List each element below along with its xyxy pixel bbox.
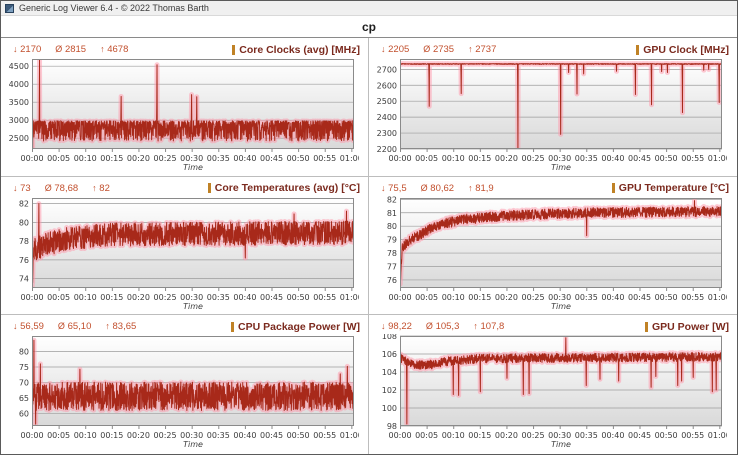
stat-min: ↓ 2170 <box>13 44 42 55</box>
average-icon: Ø <box>423 44 431 54</box>
series-marker-icon <box>644 321 648 332</box>
arrow-down-icon: ↓ <box>13 44 18 54</box>
average-icon: Ø <box>420 182 428 193</box>
cpu-package-power-plot[interactable] <box>5 334 359 451</box>
page-title: cp <box>361 19 376 34</box>
gpu-temp-plot[interactable] <box>373 195 727 312</box>
series-marker-icon <box>207 183 211 194</box>
stat-min: ↓ 73 <box>13 182 31 194</box>
chart-title: Core Temperatures (avg) [°C] <box>207 182 360 194</box>
stat-avg: Ø 78,68 <box>44 182 79 194</box>
arrow-up-icon: ↑ <box>105 321 110 332</box>
window-title: Generic Log Viewer 6.4 - © 2022 Thomas B… <box>19 3 209 13</box>
stat-max: ↑ 2737 <box>468 44 497 55</box>
series-marker-icon <box>611 183 615 194</box>
stats: ↓ 2205 Ø 2735 ↑ 2737 <box>381 44 496 55</box>
average-icon: Ø <box>57 321 65 332</box>
gpu-clock-plot[interactable] <box>373 57 727 173</box>
panel-head: ↓ 56,59 Ø 65,10 ↑ 83,65 CPU Package Powe… <box>5 317 362 334</box>
gpu-power-plot[interactable] <box>373 334 727 451</box>
panel-head: ↓ 73 Ø 78,68 ↑ 82 Core Temperatures (avg… <box>5 179 362 196</box>
stat-min: ↓ 75,5 <box>381 182 407 194</box>
app-icon <box>5 3 14 13</box>
stat-avg: Ø 2815 <box>55 44 87 55</box>
average-icon: Ø <box>55 44 63 54</box>
stat-avg: Ø 2735 <box>423 44 455 55</box>
stats: ↓ 56,59 Ø 65,10 ↑ 83,65 <box>13 321 136 332</box>
chart-panel-gpu-power: ↓ 98,22 Ø 105,3 ↑ 107,8 GPU Power [W] <box>369 315 737 454</box>
stat-max: ↑ 81,9 <box>468 182 494 194</box>
arrow-up-icon: ↑ <box>468 182 473 193</box>
chart-title: GPU Temperature [°C] <box>611 182 729 194</box>
page-header: cp <box>1 16 737 38</box>
chart-panel-gpu-temp: ↓ 75,5 Ø 80,62 ↑ 81,9 GPU Temperature [°… <box>369 176 737 316</box>
arrow-up-icon: ↑ <box>468 44 473 54</box>
arrow-down-icon: ↓ <box>13 321 18 332</box>
chart-panel-cpu-power: ↓ 56,59 Ø 65,10 ↑ 83,65 CPU Package Powe… <box>1 315 369 454</box>
chart-panel-core-temps: ↓ 73 Ø 78,68 ↑ 82 Core Temperatures (avg… <box>1 176 369 316</box>
series-marker-icon <box>232 44 236 55</box>
stats: ↓ 73 Ø 78,68 ↑ 82 <box>13 183 110 194</box>
arrow-up-icon: ↑ <box>92 182 97 193</box>
stat-min: ↓ 56,59 <box>13 321 44 333</box>
stat-min: ↓ 98,22 <box>381 321 412 333</box>
chart-panel-gpu-clock: ↓ 2205 Ø 2735 ↑ 2737 GPU Clock [MHz] <box>369 38 737 177</box>
window-titlebar: Generic Log Viewer 6.4 - © 2022 Thomas B… <box>1 1 737 16</box>
stat-avg: Ø 65,10 <box>57 321 92 333</box>
series-marker-icon <box>636 44 640 55</box>
stat-avg: Ø 105,3 <box>425 321 460 333</box>
stat-max: ↑ 107,8 <box>473 321 505 333</box>
stats: ↓ 2170 Ø 2815 ↑ 4678 <box>13 44 128 55</box>
core-temps-plot[interactable] <box>5 195 359 312</box>
stat-max: ↑ 4678 <box>100 44 129 55</box>
chart-title: GPU Power [W] <box>644 321 729 333</box>
stat-min: ↓ 2205 <box>381 44 410 55</box>
charts-grid: ↓ 2170 Ø 2815 ↑ 4678 Core Clocks (avg) [… <box>1 38 737 454</box>
arrow-up-icon: ↑ <box>473 321 478 332</box>
arrow-down-icon: ↓ <box>381 182 386 193</box>
chart-title: GPU Clock [MHz] <box>636 44 729 56</box>
arrow-down-icon: ↓ <box>13 182 18 193</box>
average-icon: Ø <box>44 182 52 193</box>
arrow-down-icon: ↓ <box>381 321 386 332</box>
panel-head: ↓ 75,5 Ø 80,62 ↑ 81,9 GPU Temperature [°… <box>373 179 731 196</box>
arrow-down-icon: ↓ <box>381 44 386 54</box>
series-marker-icon <box>231 321 235 332</box>
chart-title: Core Clocks (avg) [MHz] <box>232 44 360 56</box>
core-clocks-plot[interactable] <box>5 57 359 173</box>
panel-head: ↓ 98,22 Ø 105,3 ↑ 107,8 GPU Power [W] <box>373 317 731 334</box>
average-icon: Ø <box>425 321 433 332</box>
stat-max: ↑ 83,65 <box>105 321 137 333</box>
panel-head: ↓ 2170 Ø 2815 ↑ 4678 Core Clocks (avg) [… <box>5 40 362 57</box>
chart-panel-core-clocks: ↓ 2170 Ø 2815 ↑ 4678 Core Clocks (avg) [… <box>1 38 369 177</box>
stat-max: ↑ 82 <box>92 182 110 194</box>
arrow-up-icon: ↑ <box>100 44 105 54</box>
panel-head: ↓ 2205 Ø 2735 ↑ 2737 GPU Clock [MHz] <box>373 40 731 57</box>
stats: ↓ 75,5 Ø 80,62 ↑ 81,9 <box>381 183 494 194</box>
stat-avg: Ø 80,62 <box>420 182 455 194</box>
chart-title: CPU Package Power [W] <box>231 321 360 333</box>
stats: ↓ 98,22 Ø 105,3 ↑ 107,8 <box>381 321 504 332</box>
